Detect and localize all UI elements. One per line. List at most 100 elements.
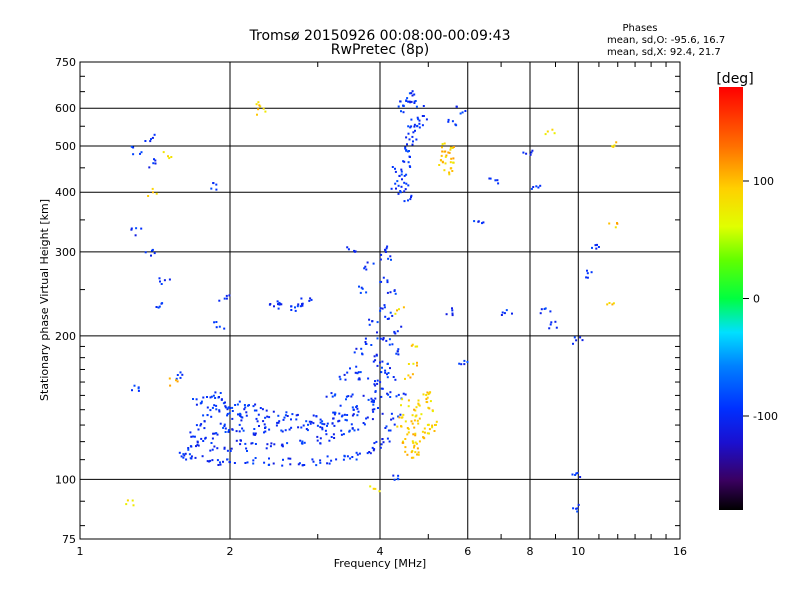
- data-point-o: [416, 116, 419, 119]
- data-point-o: [340, 429, 343, 432]
- data-point-o: [413, 123, 416, 126]
- data-point-o: [403, 200, 406, 203]
- data-point-o: [400, 325, 403, 328]
- data-point-o: [477, 220, 480, 223]
- data-point-o: [554, 320, 557, 323]
- data-point-o: [333, 424, 336, 427]
- data-point-o: [355, 405, 358, 408]
- data-point-x: [612, 302, 615, 305]
- data-point-o: [411, 143, 414, 146]
- data-point-o: [263, 423, 266, 426]
- data-point-o: [451, 120, 454, 123]
- data-point-o: [319, 461, 322, 464]
- data-point-o: [387, 429, 390, 432]
- data-point-o: [407, 132, 410, 135]
- data-point-o: [154, 162, 157, 165]
- data-point-o: [522, 151, 525, 154]
- data-point-o: [328, 439, 331, 442]
- data-point-o: [405, 99, 408, 102]
- data-point-o: [366, 452, 369, 455]
- data-point-o: [351, 427, 354, 430]
- data-point-o: [222, 426, 225, 429]
- data-point-o: [332, 433, 335, 436]
- data-point-o: [371, 418, 374, 421]
- data-point-o: [372, 410, 375, 413]
- data-point-o: [326, 422, 329, 425]
- data-point-o: [130, 228, 133, 231]
- data-point-o: [371, 399, 374, 402]
- data-point-o: [403, 174, 406, 177]
- data-point-o: [298, 462, 301, 465]
- data-point-o: [349, 367, 351, 370]
- data-point-o: [447, 120, 450, 123]
- data-point-o: [161, 302, 164, 305]
- x-tick-label: 8: [527, 545, 534, 558]
- data-point-o: [263, 431, 265, 434]
- data-point-o: [345, 398, 347, 401]
- data-point-o: [168, 278, 171, 281]
- data-point-o: [461, 111, 464, 114]
- data-point-o: [160, 283, 163, 285]
- data-point-x: [608, 222, 611, 225]
- data-point-o: [214, 397, 217, 399]
- data-point-o: [400, 110, 402, 113]
- data-point-o: [379, 361, 381, 364]
- data-point-o: [367, 377, 370, 380]
- data-point-x: [404, 438, 407, 440]
- data-point-o: [370, 397, 373, 400]
- data-point-o: [192, 435, 195, 438]
- data-point-x: [439, 159, 442, 162]
- data-point-o: [326, 462, 329, 465]
- data-point-x: [255, 103, 258, 106]
- data-point-o: [382, 338, 384, 341]
- data-point-o: [390, 412, 393, 415]
- data-point-o: [591, 246, 593, 249]
- data-point-o: [388, 338, 391, 341]
- data-point-o: [379, 258, 382, 261]
- data-point-o: [215, 321, 218, 323]
- data-point-o: [212, 182, 215, 185]
- data-point-x: [401, 398, 404, 401]
- data-point-o: [388, 440, 391, 443]
- data-point-o: [226, 408, 229, 411]
- data-point-o: [197, 428, 200, 431]
- data-point-o: [281, 464, 284, 467]
- data-point-x: [418, 417, 421, 420]
- data-point-o: [417, 118, 420, 121]
- data-point-o: [422, 105, 425, 107]
- data-point-x: [425, 398, 428, 401]
- data-point-o: [397, 184, 400, 187]
- data-point-o: [338, 412, 341, 415]
- data-point-o: [296, 413, 299, 416]
- data-point-o: [333, 413, 336, 416]
- data-point-o: [289, 457, 292, 460]
- data-point-o: [200, 437, 203, 440]
- data-point-o: [361, 352, 363, 355]
- data-point-o: [203, 427, 206, 430]
- data-point-o: [407, 125, 410, 128]
- data-point-x: [400, 416, 403, 419]
- data-point-o: [219, 392, 222, 394]
- data-point-o: [411, 135, 414, 138]
- data-point-o: [190, 455, 193, 458]
- data-point-o: [380, 371, 383, 374]
- data-point-o: [415, 105, 418, 108]
- data-point-x: [449, 161, 452, 164]
- data-point-o: [201, 455, 204, 458]
- data-point-x: [415, 406, 418, 409]
- data-point-o: [190, 457, 193, 460]
- data-point-o: [409, 198, 412, 201]
- data-point-o: [295, 418, 298, 421]
- data-point-o: [291, 413, 294, 416]
- data-point-o: [525, 152, 528, 155]
- data-point-x: [400, 425, 402, 428]
- data-point-o: [357, 378, 360, 381]
- data-point-x: [612, 145, 615, 148]
- data-point-o: [572, 507, 575, 510]
- data-point-o: [396, 330, 399, 333]
- data-point-o: [245, 411, 248, 414]
- axis-ticks: [80, 62, 680, 539]
- data-points: [125, 90, 619, 513]
- data-point-o: [259, 407, 262, 409]
